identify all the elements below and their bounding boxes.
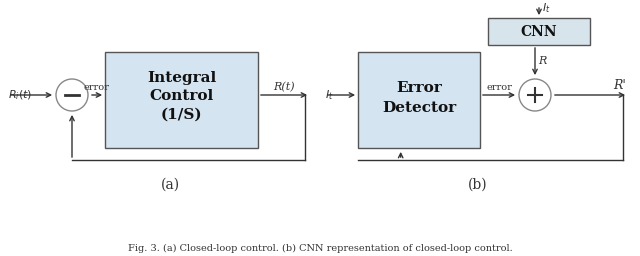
Text: R(t): R(t) [273, 82, 295, 92]
Text: R: R [538, 56, 547, 66]
Bar [488, 18, 590, 45]
Text: (b): (b) [468, 178, 488, 192]
Text: Fig. 3. (a) Closed-loop control. (b) CNN representation of closed-loop control.: Fig. 3. (a) Closed-loop control. (b) CNN… [127, 243, 513, 253]
Bar [358, 52, 480, 148]
Text: $\mathit{I_t}$: $\mathit{I_t}$ [325, 88, 333, 102]
Text: R': R' [613, 79, 626, 92]
Text: (a): (a) [161, 178, 180, 192]
Text: CNN: CNN [521, 25, 557, 38]
Text: error: error [486, 83, 513, 92]
Bar [105, 52, 258, 148]
Text: Error
Detector: Error Detector [382, 81, 456, 115]
Text: $\mathit{R_i(t)}$: $\mathit{R_i(t)}$ [8, 88, 33, 102]
Text: Integral
Control
(1/S): Integral Control (1/S) [147, 71, 216, 121]
Text: error: error [84, 83, 109, 92]
Text: $\mathit{I_t}$: $\mathit{I_t}$ [542, 1, 550, 15]
